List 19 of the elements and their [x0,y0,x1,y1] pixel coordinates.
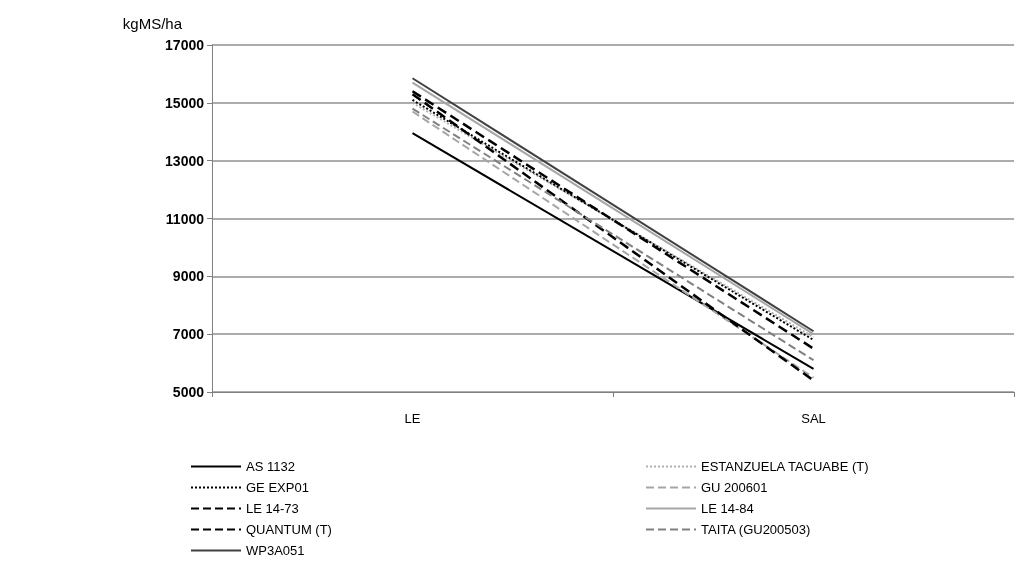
x-tick-label: SAL [801,411,826,426]
y-tick-label: 11000 [165,210,205,227]
legend-label: TAITA (GU200503) [701,522,811,537]
y-tick-label: 5000 [172,384,205,400]
legend-label: AS 1132 [246,459,295,474]
legend-label: LE 14-84 [701,501,754,516]
legend-label: GE EXP01 [246,480,309,495]
y-tick-label: 7000 [172,326,205,343]
y-tick-label: 9000 [172,268,205,285]
legend-label: ESTANZUELA TACUABE (T) [701,459,869,474]
legend-label: LE 14-73 [246,501,299,516]
y-axis-title: kgMS/ha [122,15,183,32]
x-tick-label: LE [404,411,421,426]
legend-label: QUANTUM (T) [246,522,332,537]
y-tick-label: 13000 [165,152,205,169]
y-tick-label: 15000 [165,94,205,111]
legend-label: GU 200601 [701,480,768,495]
legend-label: WP3A051 [246,543,305,558]
y-tick-label: 17000 [165,37,205,53]
